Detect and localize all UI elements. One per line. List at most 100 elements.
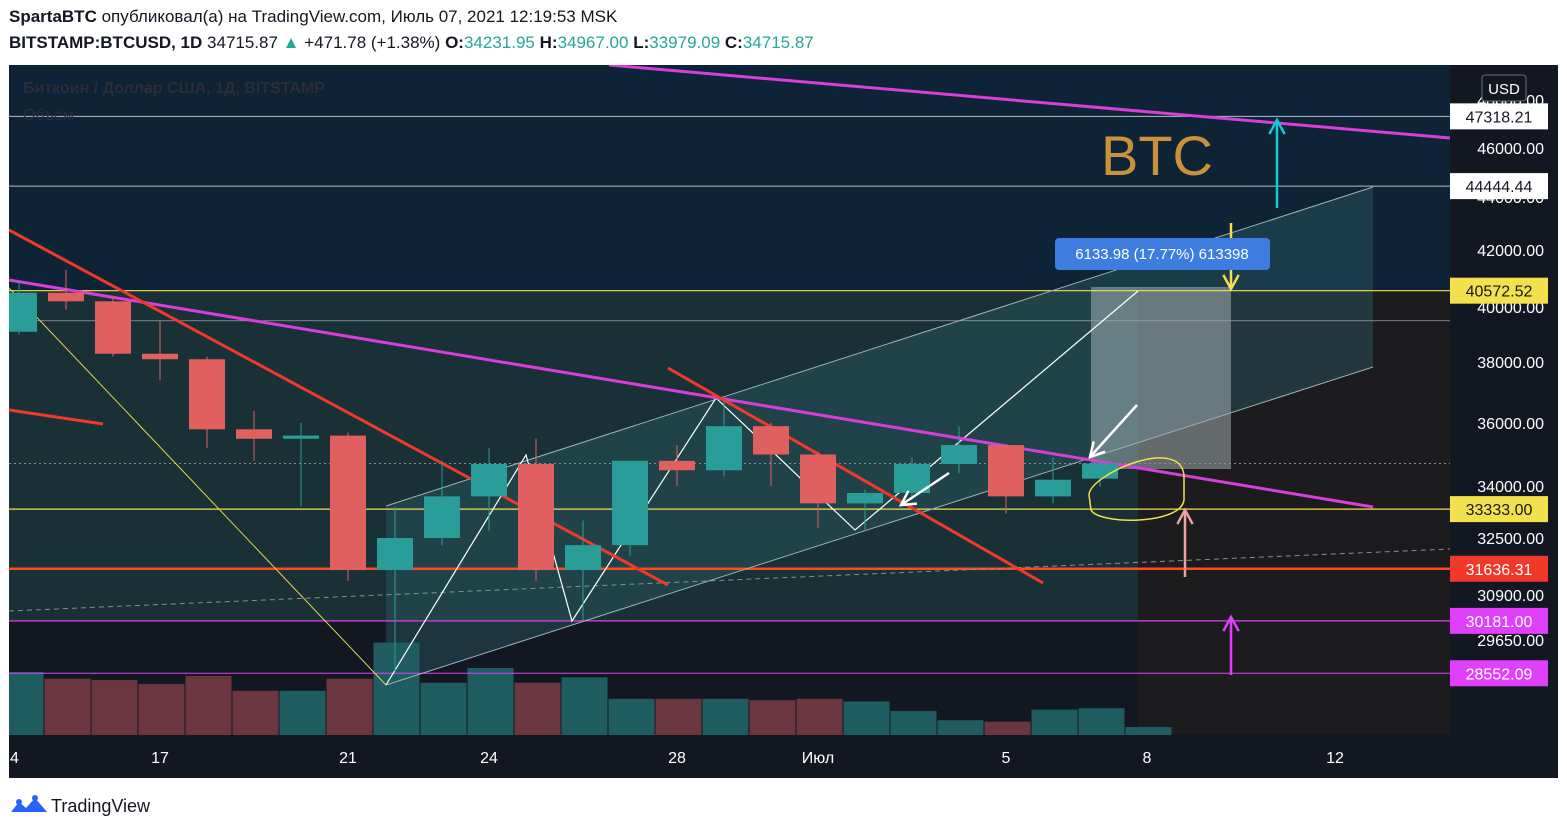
candle-body [330,435,366,571]
x-tick-label: Июл [802,750,834,767]
candle-body [753,426,789,455]
symbol-label: BITSTAMP:BTCUSD, 1D [9,33,203,52]
candle-body [48,292,84,302]
price-label-box [1450,103,1548,130]
candle [988,445,1024,514]
ohlc-header: BITSTAMP:BTCUSD, 1D 34715.87 ▲ +471.78 (… [9,33,814,53]
low-value: 33979.09 [649,33,721,52]
candle [189,356,225,449]
y-tick-label: 42000.00 [1477,243,1544,260]
cyan-up-arrow-icon [1268,117,1286,208]
candle [612,460,648,556]
x-tick-label: 5 [1002,750,1011,767]
future-zone-shade [1138,290,1450,735]
legend-volume: Объём [23,107,74,124]
footer: TradingView [9,794,150,820]
volume-bar [326,678,373,735]
footer-brand: TradingView [51,796,151,816]
pink-up-arrow-icon [1176,507,1194,577]
candle-body [471,463,507,497]
volume-bar [702,698,749,735]
price-label: 40572.52 [1466,284,1533,301]
candle [894,457,930,500]
volume-bar [44,678,91,735]
volume-bar [655,698,702,735]
volume-bar [890,710,937,735]
x-tick-label: 17 [151,750,169,767]
volume-bar [420,682,467,735]
x-tick-label: 21 [339,750,357,767]
candle [377,506,413,672]
candle-body [612,460,648,546]
white-down-arrow-icon [898,471,950,507]
volume-bar [937,720,984,735]
volume-bar [138,684,185,735]
price-label-box [1450,607,1548,634]
y-tick-label: 32500.00 [1477,531,1544,548]
candle [95,295,131,357]
price-label: 44444.44 [1466,179,1533,196]
candle-body [706,426,742,471]
candle-body [9,292,37,332]
price-label: 28552.09 [1466,666,1533,683]
candle-body [283,435,319,439]
candle [142,320,178,381]
up-triangle-icon: ▲ [282,33,300,52]
price-label: 30181.00 [1466,614,1533,631]
price-label-box [1450,277,1548,304]
magenta-resistance-line [9,278,1374,509]
volume-bar [514,682,561,735]
last-price: 34715.87 [207,33,278,52]
measure-label-box [1055,238,1270,270]
candle [471,448,507,532]
price-label: 33333.00 [1466,502,1533,519]
author-name: SpartaBTC [9,7,97,26]
volume-bar [91,680,138,735]
volume-bar [1078,708,1125,735]
candle [847,489,883,532]
candle-body [142,353,178,360]
currency-badge [1481,74,1527,102]
price-label: 47318.21 [1466,109,1533,126]
candle-body [847,492,883,504]
volume-bar [467,668,514,735]
candle-body [1035,479,1071,497]
x-tick-label: 12 [1326,750,1344,767]
white-down-arrow-icon [1088,404,1138,459]
red-descending-line [9,228,669,587]
candle-body [236,429,272,439]
close-value: 34715.87 [742,33,814,52]
price-change: +471.78 (+1.38%) [304,33,441,52]
high-value: 34967.00 [557,33,629,52]
open-key: O: [445,33,464,52]
candle-body [95,301,131,354]
yellow-oval [1088,457,1185,521]
price-label-box [1450,660,1548,687]
x-tick-label: 8 [1143,750,1152,767]
volume-bar [796,698,843,735]
candle-body [659,460,695,471]
yellow-fall-line [9,287,387,686]
candle [424,460,460,546]
published-text: опубликовал(а) на TradingView.com, Июль … [101,7,618,26]
time-axis [9,735,1558,778]
y-tick-label: 40000.00 [1477,300,1544,317]
candle-body [988,445,1024,497]
volume-bar [185,676,232,735]
candle [9,281,37,335]
y-tick-label: 30900.00 [1477,588,1544,605]
y-tick-label: 34000.00 [1477,479,1544,496]
volume-bar [373,642,420,735]
price-label-box [1450,496,1548,523]
candle [48,269,84,310]
volume-bar [984,721,1031,735]
price-label-box [1450,555,1548,582]
x-tick-label: 4 [10,750,19,767]
candle-body [565,545,601,571]
price-label: 31636.31 [1466,562,1533,579]
magenta-up-arrow-icon [1222,614,1240,675]
candle-body [894,463,930,493]
candle [941,426,977,474]
